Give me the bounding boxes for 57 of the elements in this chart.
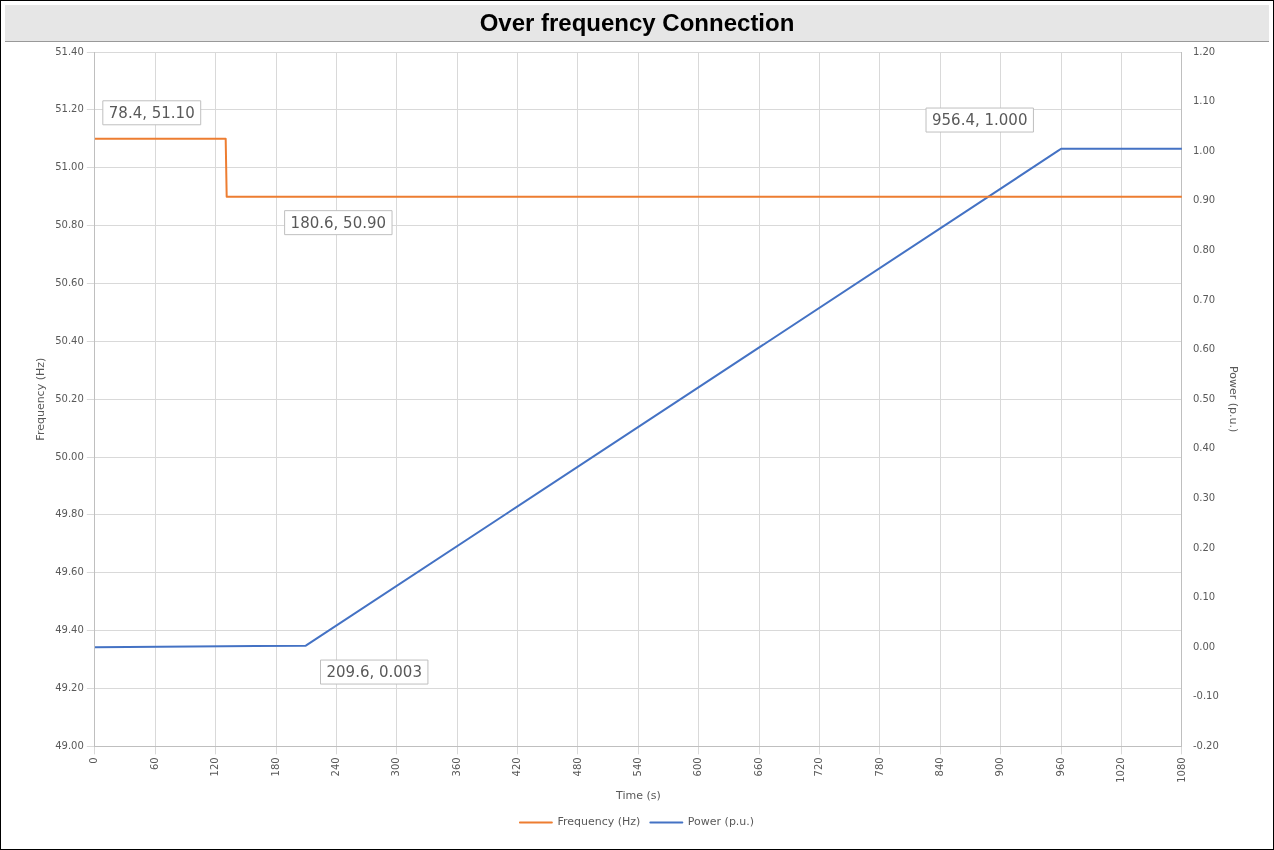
y2-axis-title: Power (p.u.) [1226,366,1240,433]
annotation: 956.4, 1.000 [932,110,1028,129]
y2-tick-label: 1.00 [1192,144,1216,156]
x-tick-label: 240 [330,757,341,777]
x-tick-label: 540 [631,757,643,777]
x-tick-label: 720 [813,757,825,777]
x-tick-label: 420 [511,757,523,777]
y2-tick-label: -0.10 [1192,690,1219,702]
y-tick-label: 50.00 [55,450,84,462]
x-tick-label: 1020 [1115,757,1127,783]
y2-tick-label: 0.50 [1192,392,1216,404]
y2-tick-label: 0.60 [1192,343,1216,355]
x-tick-label: 600 [692,757,704,777]
y2-tick-label: -0.20 [1192,739,1219,751]
x-tick-label: 120 [209,757,221,777]
x-tick-label: 360 [450,757,462,777]
x-tick-label: 900 [994,757,1006,777]
y2-tick-label: 0.20 [1192,541,1216,553]
y-tick-label: 50.20 [55,392,84,404]
y2-tick-label: 0.30 [1192,491,1216,503]
y-tick-label: 49.40 [55,624,84,636]
y-tick-label: 51.20 [55,103,84,115]
y2-tick-label: 0.00 [1192,640,1216,652]
y-tick-label: 49.20 [55,682,84,694]
y2-tick-label: 0.90 [1192,194,1216,206]
x-tick-label: 0 [88,757,100,764]
x-tick-label: 300 [390,757,402,777]
x-axis-title: Time (s) [615,789,661,803]
y2-tick-label: 0.80 [1192,243,1216,255]
y-axis-title: Frequency (Hz) [34,357,48,441]
y2-tick-label: 0.40 [1192,442,1216,454]
chart-title: Over frequency Connection [5,5,1269,42]
x-tick-label: 780 [873,757,885,777]
x-tick-label: 660 [752,757,764,777]
legend-label: Power (p.u.) [687,815,755,829]
annotation: 78.4, 51.10 [108,103,195,122]
annotation: 180.6, 50.90 [290,213,387,232]
y-tick-label: 50.60 [55,277,84,289]
y-tick-label: 51.40 [55,45,84,57]
x-tick-label: 1080 [1175,757,1187,783]
y-tick-label: 49.00 [55,739,84,751]
annotation: 209.6, 0.003 [326,662,422,681]
y-tick-label: 49.80 [55,508,84,520]
x-tick-label: 60 [148,757,160,771]
x-tick-label: 480 [571,757,583,777]
y2-tick-label: 0.70 [1192,293,1216,305]
x-tick-label: 180 [269,757,281,777]
y-tick-label: 50.80 [55,219,84,231]
y-tick-label: 51.00 [55,161,84,173]
y-tick-label: 50.40 [55,334,84,346]
y2-tick-label: 1.10 [1192,95,1216,107]
y2-tick-label: 1.20 [1192,45,1216,57]
y-tick-label: 49.60 [55,566,84,578]
x-tick-label: 960 [1054,757,1066,777]
legend-label: Frequency (Hz) [557,815,641,829]
y2-tick-label: 0.10 [1192,591,1216,603]
x-tick-label: 840 [933,757,945,777]
